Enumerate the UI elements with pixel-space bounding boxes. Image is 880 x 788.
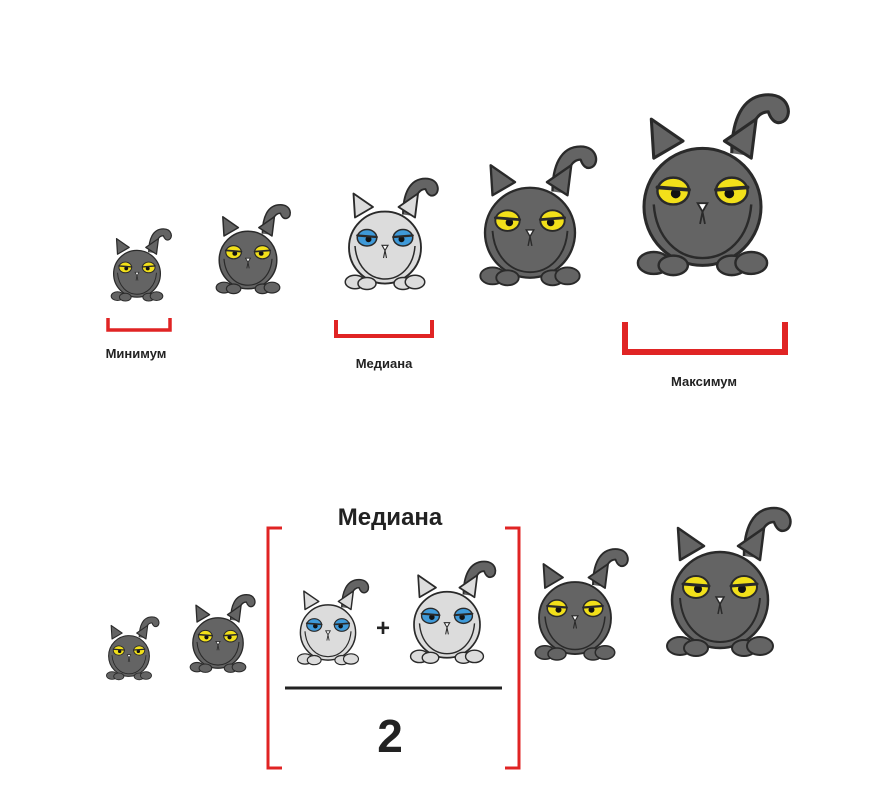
bottom-cat-4-blue-eye xyxy=(411,562,496,664)
minimum-bracket xyxy=(108,318,170,330)
top-cat-5-yellow-eye xyxy=(638,95,788,275)
top-cat-4-yellow-eye xyxy=(480,147,596,286)
median-formula-left-bracket xyxy=(268,528,282,768)
median-bracket xyxy=(336,320,432,336)
bottom-cat-6-yellow-eye xyxy=(667,508,790,656)
median-label: Медиана xyxy=(356,356,413,371)
bottom-row: Медиана + 2 xyxy=(106,504,790,768)
top-row: Минимум Медиана Максимум xyxy=(106,95,789,389)
top-cat-2-yellow-eye xyxy=(216,205,290,294)
bottom-cat-5-yellow-eye xyxy=(535,549,628,660)
median-formula-right-bracket xyxy=(505,528,519,768)
bottom-cat-2-yellow-eye xyxy=(190,595,255,673)
top-cat-1-yellow-eye xyxy=(111,229,171,301)
plus-sign: + xyxy=(376,615,390,642)
bottom-cat-3-blue-eye xyxy=(298,580,369,665)
divisor-two: 2 xyxy=(377,710,403,762)
median-formula-heading: Медиана xyxy=(338,504,443,531)
maximum-bracket xyxy=(625,322,785,352)
bottom-cat-1-yellow-eye xyxy=(106,617,158,680)
minimum-label: Минимум xyxy=(106,346,167,361)
maximum-label: Максимум xyxy=(671,374,737,389)
top-cat-3-blue-eye xyxy=(345,179,438,290)
